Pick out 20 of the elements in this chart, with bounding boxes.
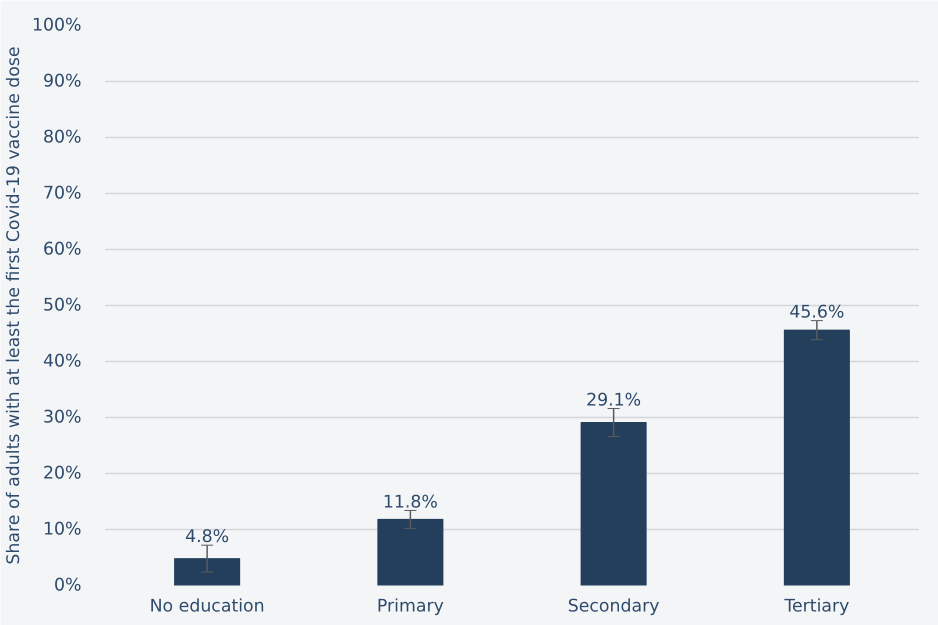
y-tick-label: 30%	[42, 408, 82, 428]
y-tick-label: 80%	[42, 128, 82, 148]
data-label: 45.6%	[789, 302, 844, 323]
y-axis-title: Share of adults with at least the first Covid-19 vaccine dose	[4, 46, 24, 565]
data-label: 11.8%	[382, 492, 438, 512]
data-label: 4.8%	[185, 527, 230, 548]
x-tick-label: Primary	[376, 596, 444, 616]
y-tick-label: 100%	[32, 16, 82, 36]
y-tick-label: 70%	[42, 184, 82, 204]
y-tick-label: 20%	[42, 464, 82, 484]
y-tick-label: 40%	[42, 352, 82, 372]
x-tick-label: No education	[150, 596, 265, 616]
y-tick-label: 60%	[42, 240, 82, 260]
y-tick-label: 0%	[54, 576, 82, 596]
y-tick-label: 10%	[42, 520, 82, 540]
x-tick-label: Tertiary	[783, 596, 850, 616]
data-label: 29.1%	[586, 390, 642, 411]
x-tick-label: Secondary	[568, 596, 660, 616]
y-tick-label: 50%	[42, 296, 82, 316]
y-tick-label: 90%	[42, 72, 82, 92]
